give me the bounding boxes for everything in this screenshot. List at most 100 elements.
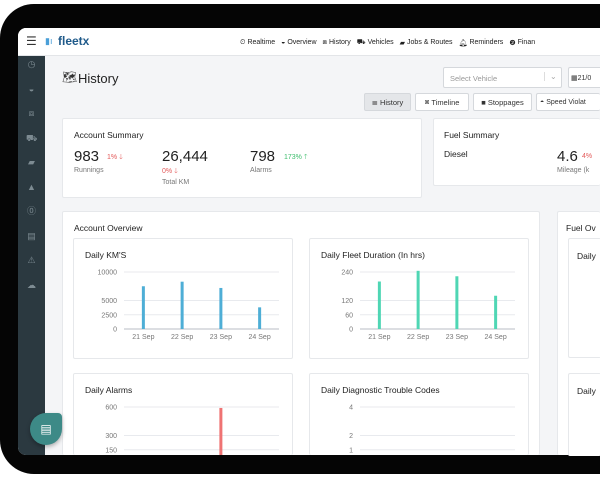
arrow-down-icon: 🡓 [174,168,178,175]
nav-item-history[interactable]: ⧈ History [323,38,351,47]
bar-chart: 10000 5000 2500 0 21 Sep 22 Sep 23 Sep 24 Sep [98,270,279,341]
nav-item-jobs-routes[interactable]: ▰ Jobs & Routes [400,38,453,47]
arrow-up-icon: 🡑 [303,154,308,161]
bar[interactable] [219,287,223,329]
tab-history[interactable]: ≣ History [364,93,411,111]
book-icon[interactable]: ▤ [27,230,36,241]
nav-item-overview[interactable]: ◒ Overview [281,38,316,47]
sidebar: ◷ ◒ ⧈ ⛟ ▰ ▲ ⓪ ▤ ⚠ ☁ [18,56,45,455]
alarms-change: 173% 🡑 [284,153,308,164]
x-tick-label: 23 Sep [446,334,468,341]
runnings-value: 983 [74,148,100,165]
chart-title: Daily Fleet Duration (In hrs) [321,250,425,260]
x-tick-label: 22 Sep [171,334,193,341]
date-value: 21/0 [577,75,592,82]
map-icon: 🗺︎ [62,70,78,84]
vehicle-select-placeholder: Select Vehicle [450,74,498,83]
chat-icon: ▤ [40,422,52,436]
chart-title: Daily Diagnostic Trouble Codes [321,385,440,395]
tab-timeline[interactable]: ⧈ Timeline [415,93,469,111]
main-nav: ⏲ Realtime ◒ Overview ⧈ History ⛟ Vehicles ▰ Jobs… [240,38,535,47]
hamburger-menu-icon[interactable]: ☰ [26,34,37,48]
calendar-icon: ▦ [571,75,578,82]
tab-speed-violations[interactable]: ◓ Speed Violat [536,93,600,111]
bell-icon[interactable]: ▲ [27,181,36,192]
runnings-label: Runnings [74,167,104,174]
y-tick-label: 1 [349,447,353,454]
change-text: 0% [162,168,173,175]
nav-item-realtime[interactable]: ⏲ Realtime [240,38,275,47]
bar[interactable] [455,276,459,329]
total-km-label: Total KM [162,179,190,186]
car-icon[interactable]: ⛟ [26,132,38,143]
map-icon[interactable]: ⧈ [28,108,35,118]
total-km-change: 0% 🡓 [162,167,178,178]
alarms-value: 798 [250,148,276,165]
nav-item-vehicles[interactable]: ⛟ Vehicles [357,38,394,47]
y-tick-label: 60 [345,312,353,319]
bar[interactable] [180,281,184,329]
mileage-value: 4.6 [557,148,578,165]
speedometer-icon: ◓ [540,98,545,106]
dashboard-icon[interactable]: ◒ [28,83,35,94]
bar[interactable] [219,407,223,455]
vehicle-select[interactable]: Select Vehicle ⌄ [443,67,562,88]
top-header: ☰ ▮ı fleetx ⏲ Realtime ◒ Overview ⧈ History ⛟ V… [18,28,600,56]
bar-chart: 240 120 60 0 21 Sep 22 Sep 23 Sep 24 Sep [341,270,515,341]
car-icon: ⛟ [356,39,366,46]
card-title: Fuel Ov [566,223,596,233]
list-icon: ≣ [371,97,378,107]
tab-speed-violations-stoppages[interactable]: ■ Stoppages [473,93,532,111]
change-text: 173% [284,154,302,161]
x-tick-label: 23 Sep [210,334,232,341]
clock-icon[interactable]: ◷ [27,59,36,69]
card-title: Fuel Summary [444,130,500,140]
bell-icon: 🔔︎ [458,39,468,47]
x-tick-label: 21 Sep [368,334,390,341]
rupee-icon: ❷ [509,39,516,47]
chat-button[interactable]: ▤ [30,413,62,445]
date-picker[interactable]: ▦21/0 [568,67,600,88]
tab-label: Stoppages [487,97,524,107]
chevron-down-icon: ⌄ [544,72,557,81]
account-summary-card: Account Summary 983 1% 🡓 Runnings 26,444… [62,118,422,198]
y-tick-label: 0 [349,327,353,334]
x-tick-label: 24 Sep [249,334,271,341]
nav-item-reminders[interactable]: 🔔︎ Reminders [459,38,504,47]
arrow-down-icon: 🡓 [119,154,123,161]
map-icon: ⧈ [424,97,430,106]
chart-card: Daily KM'S 10000 5000 2500 0 21 Sep 22 Sep 23 S… [73,238,293,359]
bar[interactable] [258,307,262,329]
fuel-summary-card: Fuel Summary Diesel 4.6 4% Mileage (k [433,118,600,186]
brand-name[interactable]: fleetx [58,34,90,48]
bar[interactable] [377,281,381,330]
y-tick-label: 4 [349,405,353,412]
tab-label: History [379,97,404,107]
bar[interactable] [416,270,420,329]
bar[interactable] [141,286,145,329]
nav-label: History [328,39,351,46]
y-tick-label: 240 [341,270,353,277]
warning-icon[interactable]: ⚠ [27,255,36,265]
y-tick-label: 10000 [98,270,118,277]
nav-label: Jobs & Routes [407,39,453,46]
bar[interactable] [494,295,498,329]
y-tick-label: 300 [105,433,117,440]
y-tick-label: 600 [105,405,117,412]
alarms-label: Alarms [250,167,272,174]
cloud-icon[interactable]: ☁ [27,279,36,290]
nav-label: Overview [287,39,317,46]
bar-chart: 4 2 1 [349,405,515,454]
truck-icon[interactable]: ▰ [28,157,35,167]
mileage-change: 4% [582,153,593,160]
nav-label: Realtime [247,39,276,46]
nav-label: Vehicles [367,39,394,46]
nav-label: Reminders [469,39,504,46]
rupee-icon[interactable]: ⓪ [26,206,36,216]
total-km-value: 26,444 [162,148,208,165]
page-title: History [78,71,119,86]
nav-item-finan[interactable]: ❷ Finan [509,38,535,47]
chart-title: Daily [577,386,596,396]
y-tick-label: 150 [105,447,117,454]
y-tick-label: 5000 [101,298,117,305]
